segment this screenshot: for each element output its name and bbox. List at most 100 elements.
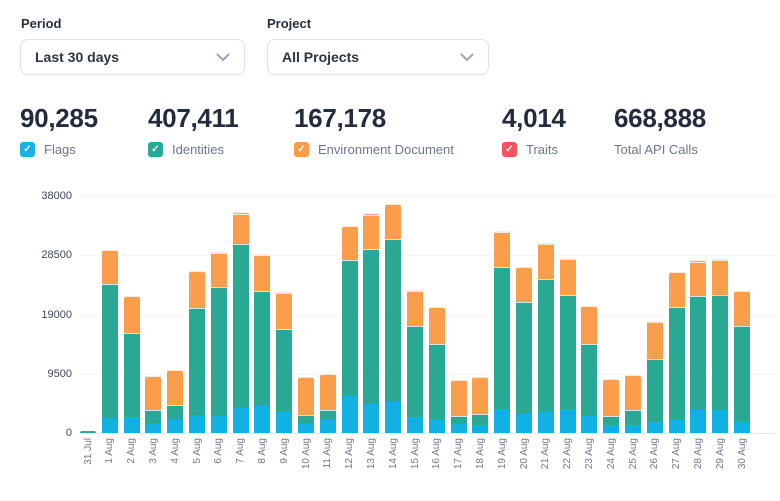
x-tick-label: 1 Aug: [104, 438, 116, 464]
traits-checkbox[interactable]: ✓: [502, 142, 517, 158]
x-tick-label: 28 Aug: [692, 438, 704, 470]
flags-checkbox[interactable]: ✓: [20, 142, 35, 158]
bar-segment-flags: [123, 417, 140, 433]
bar-17-aug: [450, 379, 467, 433]
bar-segment-identities: [254, 290, 271, 407]
period-dropdown[interactable]: Last 30 days: [20, 39, 245, 75]
bar-15-aug: [407, 289, 423, 433]
bar-2-aug: [123, 296, 140, 433]
bar-segment-identities: [537, 278, 554, 411]
stat-environment-document: 167,178 ✓ Environment Document: [294, 104, 462, 158]
x-tick-label: 12 Aug: [344, 438, 356, 470]
bar-8-aug: [254, 253, 271, 433]
bar-26-aug: [646, 321, 663, 433]
x-tick-label: 23 Aug: [583, 438, 595, 470]
bar-segment-identities: [581, 343, 598, 417]
bar-segment-identities: [319, 409, 336, 421]
bar-segment-identities: [494, 267, 511, 409]
bar-segment-traits: [690, 260, 707, 263]
bar-segment-identities: [123, 333, 140, 418]
usage-chart: [80, 196, 776, 434]
x-tick-label: 8 Aug: [256, 438, 268, 464]
bar-21-aug: [537, 242, 554, 433]
chevron-down-icon: [460, 53, 474, 61]
bar-segment-environment-document: [428, 307, 445, 344]
bar-14-aug: [385, 203, 402, 433]
x-tick-label: 11 Aug: [322, 438, 334, 469]
x-tick-label: 13 Aug: [365, 438, 377, 470]
bar-segment-environment-document: [712, 260, 729, 295]
x-tick-label: 14 Aug: [387, 438, 399, 470]
bar-segment-identities: [341, 259, 358, 395]
bar-segment-environment-document: [341, 225, 358, 260]
x-tick-label: 27 Aug: [671, 438, 683, 470]
x-tick-label: 5 Aug: [191, 438, 203, 464]
x-tick-label: 15 Aug: [409, 438, 421, 470]
bar-12-aug: [341, 225, 358, 433]
project-label: Project: [267, 16, 312, 31]
bar-segment-identities: [101, 283, 118, 419]
bar-segment-flags: [319, 420, 336, 433]
bar-segment-flags: [101, 418, 118, 433]
bar-segment-environment-document: [167, 369, 184, 405]
bar-23-aug: [581, 306, 598, 433]
stat-value: 668,888: [614, 103, 706, 133]
bar-segment-flags: [232, 408, 249, 433]
bar-segment-environment-document: [494, 232, 511, 268]
bar-segment-identities: [189, 308, 205, 415]
bar-segment-environment-document: [450, 379, 467, 416]
bar-segment-environment-document: [363, 214, 380, 250]
bar-5-aug: [189, 270, 205, 433]
bar-segment-flags: [472, 424, 489, 433]
stats-row: 90,285 ✓ Flags 407,411 ✓ Identities 167,178 ✓ En…: [20, 104, 706, 158]
bar-segment-identities: [145, 410, 162, 424]
bar-10-aug: [298, 377, 314, 433]
bar-segment-environment-document: [625, 374, 641, 411]
environment-document-checkbox[interactable]: ✓: [294, 142, 309, 158]
bar-25-aug: [625, 374, 641, 433]
gridline: [80, 433, 776, 434]
gridline: [80, 373, 776, 375]
bar-segment-environment-document: [516, 266, 532, 303]
bar-30-aug: [734, 290, 750, 433]
bar-segment-flags: [690, 409, 707, 433]
gridline: [80, 314, 776, 316]
bar-segment-flags: [603, 424, 620, 433]
bar-segment-flags: [450, 424, 467, 433]
bar-segment-identities: [603, 415, 620, 425]
bar-20-aug: [516, 266, 532, 433]
stat-identities: 407,411 ✓ Identities: [148, 104, 254, 158]
bar-segment-identities: [646, 358, 663, 422]
bar-segment-environment-document: [559, 259, 576, 295]
bar-7-aug: [232, 211, 249, 433]
bar-segment-identities: [625, 410, 641, 425]
bar-segment-flags: [189, 414, 205, 433]
bar-segment-environment-document: [101, 250, 118, 284]
bar-segment-flags: [145, 423, 162, 433]
bar-segment-identities: [559, 294, 576, 409]
bar-segment-flags: [298, 423, 314, 433]
stat-label: Identities: [172, 142, 225, 158]
bar-segment-identities: [298, 414, 314, 424]
bar-segment-environment-document: [690, 262, 707, 297]
bar-segment-environment-document: [472, 376, 489, 414]
bar-6-aug: [210, 251, 227, 433]
x-tick-label: 26 Aug: [649, 438, 661, 470]
stat-total-api-calls: 668,888 Total API Calls: [614, 104, 706, 158]
bar-segment-identities: [690, 296, 707, 410]
bar-segment-identities: [734, 325, 750, 421]
x-tick-label: 19 Aug: [496, 438, 508, 470]
bar-segment-identities: [712, 294, 729, 410]
bar-segment-traits: [254, 253, 271, 256]
x-tick-label: 21 Aug: [540, 438, 552, 470]
bar-18-aug: [472, 376, 489, 433]
project-dropdown[interactable]: All Projects: [267, 39, 489, 75]
bar-segment-flags: [341, 394, 358, 433]
bar-segment-flags: [167, 418, 184, 433]
bar-segment-environment-document: [123, 296, 140, 334]
bar-segment-identities: [668, 307, 685, 419]
bar-segment-identities: [472, 413, 489, 425]
identities-checkbox[interactable]: ✓: [148, 142, 163, 158]
x-tick-label: 6 Aug: [213, 438, 225, 464]
